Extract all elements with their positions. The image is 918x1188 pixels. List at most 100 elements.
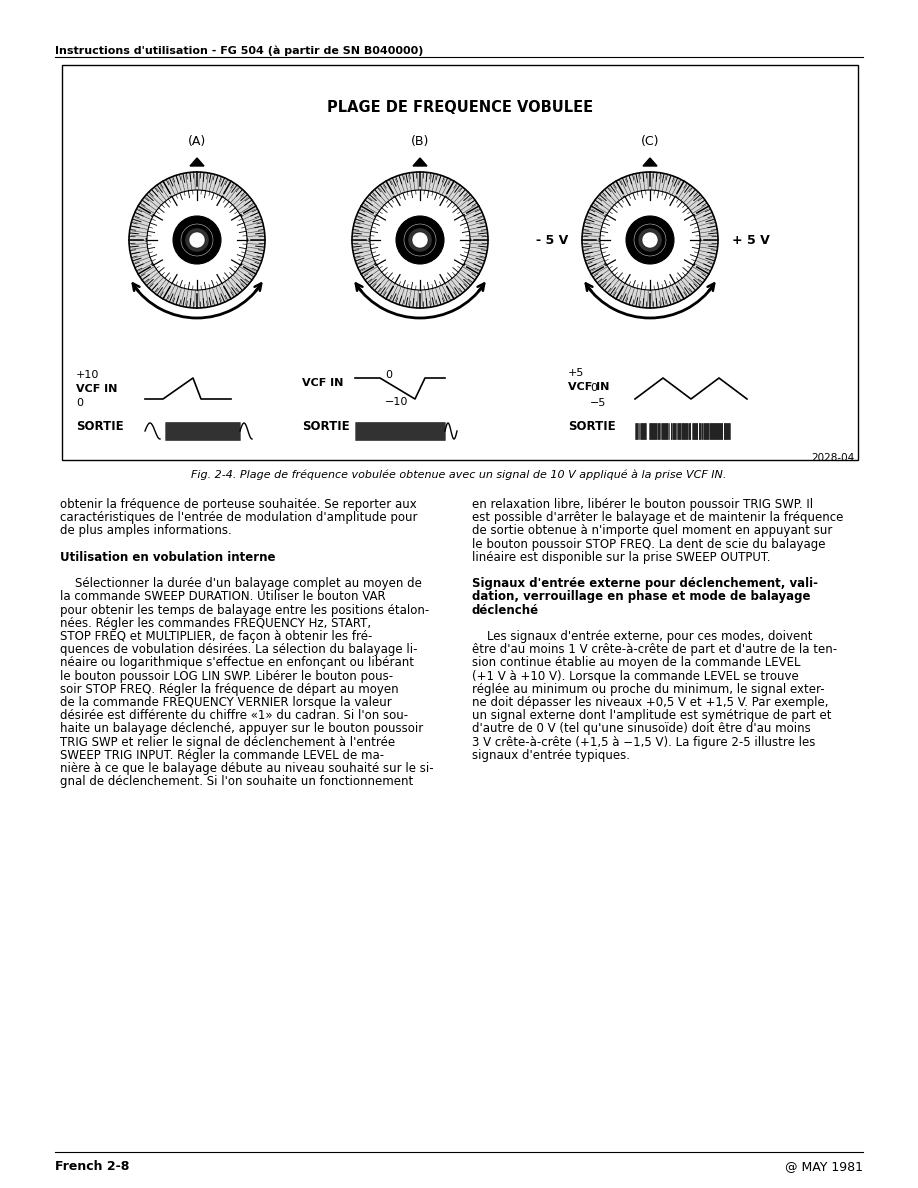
Circle shape xyxy=(642,232,658,248)
Text: signaux d'entrée typiques.: signaux d'entrée typiques. xyxy=(472,748,630,762)
Text: 20: 20 xyxy=(688,214,696,219)
Text: gnal de déclenchement. Si l'on souhaite un fonctionnement: gnal de déclenchement. Si l'on souhaite … xyxy=(60,776,413,788)
Circle shape xyxy=(181,225,213,255)
Text: 30: 30 xyxy=(169,196,177,201)
Text: Sélectionner la durée d'un balayage complet au moyen de: Sélectionner la durée d'un balayage comp… xyxy=(60,577,422,590)
Circle shape xyxy=(404,225,436,255)
Text: 00: 00 xyxy=(234,261,243,266)
Circle shape xyxy=(370,190,470,290)
Text: désirée est différente du chiffre «1» du cadran. Si l'on sou-: désirée est différente du chiffre «1» du… xyxy=(60,709,409,722)
Text: 90: 90 xyxy=(440,279,448,284)
Circle shape xyxy=(185,228,209,252)
Text: 80: 80 xyxy=(416,285,424,291)
Circle shape xyxy=(189,232,205,248)
Text: PLAGE DE FREQUENCE VOBULEE: PLAGE DE FREQUENCE VOBULEE xyxy=(327,100,593,115)
Text: 60: 60 xyxy=(151,261,160,266)
Text: 10: 10 xyxy=(241,238,250,242)
Text: nées. Régler les commandes FREQUENCY Hz, START,: nées. Régler les commandes FREQUENCY Hz,… xyxy=(60,617,371,630)
Text: +5: +5 xyxy=(568,368,585,378)
Text: 20: 20 xyxy=(457,214,465,219)
Text: SWEEP TRIG INPUT. Régler la commande LEVEL de ma-: SWEEP TRIG INPUT. Régler la commande LEV… xyxy=(60,748,384,762)
Text: 90: 90 xyxy=(217,279,225,284)
Text: 0: 0 xyxy=(385,369,392,380)
Text: SORTIE: SORTIE xyxy=(302,421,350,432)
Text: 10: 10 xyxy=(670,196,678,201)
Text: (A): (A) xyxy=(188,135,207,148)
Text: de la commande FREQUENCY VERNIER lorsque la valeur: de la commande FREQUENCY VERNIER lorsque… xyxy=(60,696,392,709)
Text: 30: 30 xyxy=(392,196,400,201)
Text: 0: 0 xyxy=(590,383,597,393)
Circle shape xyxy=(129,172,265,308)
Text: 60: 60 xyxy=(375,261,383,266)
Bar xyxy=(62,65,858,460)
Circle shape xyxy=(638,228,662,252)
Circle shape xyxy=(408,228,432,252)
Text: 50: 50 xyxy=(598,238,606,242)
Text: pour obtenir les temps de balayage entre les positions étalon-: pour obtenir les temps de balayage entre… xyxy=(60,604,430,617)
Text: VCF IN: VCF IN xyxy=(76,384,118,394)
Text: 70: 70 xyxy=(169,279,177,284)
Text: 80: 80 xyxy=(645,285,655,291)
Polygon shape xyxy=(413,158,427,166)
Text: un signal externe dont l'amplitude est symétrique de part et: un signal externe dont l'amplitude est s… xyxy=(472,709,832,722)
Text: SORTIE: SORTIE xyxy=(568,421,616,432)
Text: 50: 50 xyxy=(145,238,153,242)
Text: le bouton poussoir STOP FREQ. La dent de scie du balayage: le bouton poussoir STOP FREQ. La dent de… xyxy=(472,538,825,550)
Text: SORTIE: SORTIE xyxy=(76,421,124,432)
Text: 20: 20 xyxy=(234,214,243,219)
Text: sion continue établie au moyen de la commande LEVEL: sion continue établie au moyen de la com… xyxy=(472,657,800,669)
Text: réglée au minimum ou proche du minimum, le signal exter-: réglée au minimum ou proche du minimum, … xyxy=(472,683,824,696)
Text: Fig. 2-4. Plage de fréquence vobulée obtenue avec un signal de 10 V appliqué à l: Fig. 2-4. Plage de fréquence vobulée obt… xyxy=(191,470,727,480)
Text: haite un balayage déclenché, appuyer sur le bouton poussoir: haite un balayage déclenché, appuyer sur… xyxy=(60,722,423,735)
Text: 00: 00 xyxy=(688,261,696,266)
Text: Signaux d'entrée externe pour déclenchement, vali-: Signaux d'entrée externe pour déclenchem… xyxy=(472,577,818,590)
Text: 0: 0 xyxy=(76,398,83,407)
Text: 10: 10 xyxy=(694,238,702,242)
Circle shape xyxy=(147,190,247,290)
Text: 20: 20 xyxy=(416,190,424,195)
Text: 80: 80 xyxy=(193,285,201,291)
Text: + 5 V: + 5 V xyxy=(732,234,770,246)
Text: 40: 40 xyxy=(375,214,383,219)
Polygon shape xyxy=(190,158,204,166)
Text: obtenir la fréquence de porteuse souhaitée. Se reporter aux: obtenir la fréquence de porteuse souhait… xyxy=(60,498,417,511)
Text: (+1 V à +10 V). Lorsque la commande LEVEL se trouve: (+1 V à +10 V). Lorsque la commande LEVE… xyxy=(472,670,799,683)
Text: 2028-04: 2028-04 xyxy=(812,453,855,463)
Circle shape xyxy=(600,190,700,290)
Circle shape xyxy=(396,216,444,264)
Text: 10: 10 xyxy=(464,238,473,242)
Text: être d'au moins 1 V crête-à-crête de part et d'autre de la ten-: être d'au moins 1 V crête-à-crête de par… xyxy=(472,643,837,656)
Text: caractéristiques de l'entrée de modulation d'amplitude pour: caractéristiques de l'entrée de modulati… xyxy=(60,511,418,524)
Polygon shape xyxy=(643,158,657,166)
Circle shape xyxy=(412,232,428,248)
Text: néaire ou logarithmique s'effectue en enfonçant ou libérant: néaire ou logarithmique s'effectue en en… xyxy=(60,657,414,669)
Text: −5: −5 xyxy=(590,398,607,407)
Text: Instructions d'utilisation - FG 504 (à partir de SN B040000): Instructions d'utilisation - FG 504 (à p… xyxy=(55,45,423,56)
Text: (C): (C) xyxy=(641,135,659,148)
Text: nière à ce que le balayage débute au niveau souhaité sur le si-: nière à ce que le balayage débute au niv… xyxy=(60,762,433,775)
Text: quences de vobulation désirées. La sélection du balayage li-: quences de vobulation désirées. La sélec… xyxy=(60,643,418,656)
Circle shape xyxy=(634,225,666,255)
Text: 90: 90 xyxy=(670,279,678,284)
Text: (B): (B) xyxy=(411,135,430,148)
Text: 10: 10 xyxy=(217,196,225,201)
Text: le bouton poussoir LOG LIN SWP. Libérer le bouton pous-: le bouton poussoir LOG LIN SWP. Libérer … xyxy=(60,670,393,683)
Text: de plus amples informations.: de plus amples informations. xyxy=(60,524,231,537)
Circle shape xyxy=(626,216,674,264)
Text: Les signaux d'entrée externe, pour ces modes, doivent: Les signaux d'entrée externe, pour ces m… xyxy=(472,630,812,643)
Text: linéaire est disponible sur la prise SWEEP OUTPUT.: linéaire est disponible sur la prise SWE… xyxy=(472,551,770,564)
Text: 70: 70 xyxy=(392,279,400,284)
Text: en relaxation libre, libérer le bouton poussoir TRIG SWP. Il: en relaxation libre, libérer le bouton p… xyxy=(472,498,813,511)
Text: 60: 60 xyxy=(604,261,612,266)
Text: +10: +10 xyxy=(76,369,99,380)
Text: 3 V crête-à-crête (+1,5 à −1,5 V). La figure 2-5 illustre les: 3 V crête-à-crête (+1,5 à −1,5 V). La fi… xyxy=(472,735,815,748)
Circle shape xyxy=(582,172,718,308)
Text: 20: 20 xyxy=(645,190,655,195)
Text: −10: −10 xyxy=(385,397,409,407)
Text: 70: 70 xyxy=(621,279,631,284)
Text: VCF IN: VCF IN xyxy=(302,378,343,388)
Text: TRIG SWP et relier le signal de déclenchement à l'entrée: TRIG SWP et relier le signal de déclench… xyxy=(60,735,395,748)
Text: 10: 10 xyxy=(440,196,448,201)
Text: 00: 00 xyxy=(457,261,465,266)
Text: @ MAY 1981: @ MAY 1981 xyxy=(785,1159,863,1173)
